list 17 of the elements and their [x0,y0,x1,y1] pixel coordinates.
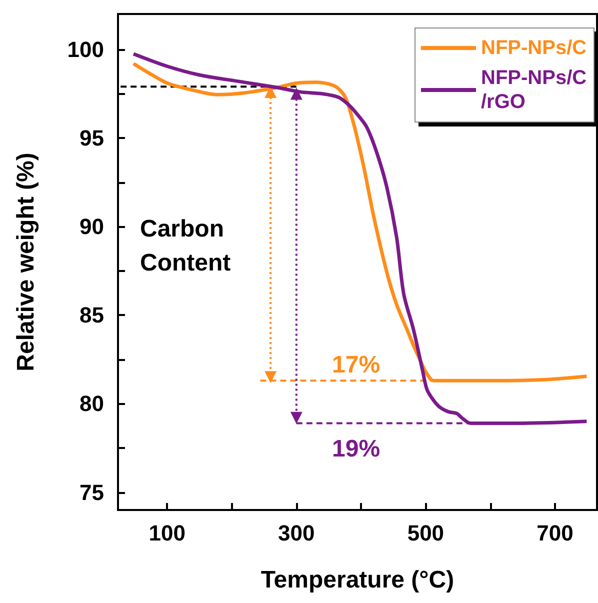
annotation: 17% [332,352,380,378]
y-tick-label: 85 [80,302,104,328]
y-tick-label: 90 [80,214,104,240]
legend-label: NFP-NPs/C/rGO [481,67,587,113]
legend-label: NFP-NPs/C [481,37,587,59]
x-tick-label: 500 [407,520,444,546]
y-tick-label: 80 [80,391,104,416]
x-tick-label: 300 [278,520,315,546]
x-axis-title: Temperature (°C) [260,566,454,594]
annotation: Carbon Content [140,216,231,276]
x-tick-label: 100 [148,520,186,546]
y-tick-label: 95 [80,126,104,150]
annotation: 19% [332,436,380,462]
x-tick-label: 700 [536,520,574,546]
y-tick-label: 75 [80,480,104,505]
y-axis-title: Relative weight (%) [12,152,40,372]
y-tick-label: 100 [67,36,104,62]
